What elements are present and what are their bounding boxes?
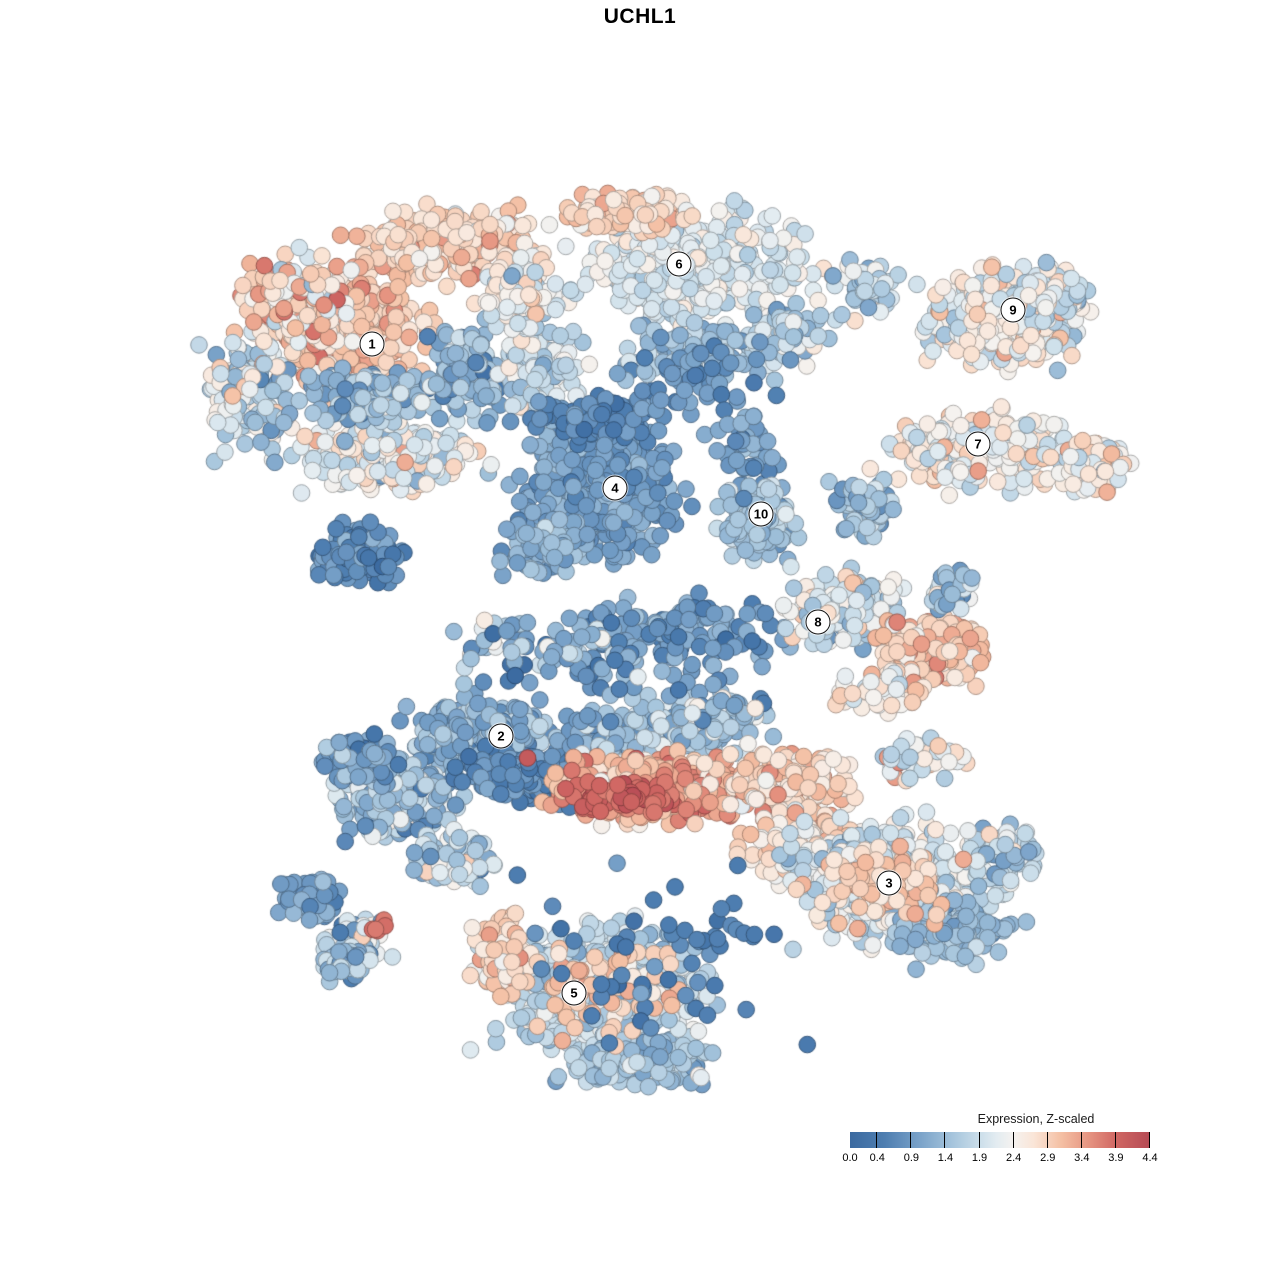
colorbar-tick-label: 0.0 xyxy=(842,1152,858,1164)
cluster-label-badge: 4 xyxy=(602,475,628,501)
cluster-label-badge: 2 xyxy=(488,723,514,749)
colorbar-tick-label: 3.9 xyxy=(1108,1152,1124,1164)
colorbar-tick xyxy=(1149,1132,1150,1148)
colorbar xyxy=(850,1132,1150,1148)
cluster-label-badge: 5 xyxy=(561,980,587,1006)
cluster-label-badge: 10 xyxy=(748,501,774,527)
colorbar-tick xyxy=(1012,1132,1014,1148)
colorbar-tick-label: 0.4 xyxy=(869,1152,885,1164)
colorbar-tick-label: 1.9 xyxy=(971,1152,988,1164)
colorbar-tick-label: 4.4 xyxy=(1142,1152,1158,1164)
colorbar-tick xyxy=(1114,1132,1116,1148)
colorbar-tick xyxy=(876,1132,878,1148)
cluster-label-badge: 1 xyxy=(359,331,385,357)
colorbar-tick xyxy=(910,1132,912,1148)
cluster-label-badge: 3 xyxy=(876,870,902,896)
colorbar-tick-label: 3.4 xyxy=(1074,1152,1090,1164)
cluster-label-badge: 7 xyxy=(965,431,991,457)
colorbar-tick xyxy=(1080,1132,1082,1148)
colorbar-tick-label: 0.9 xyxy=(903,1152,920,1164)
colorbar-tick-label: 2.9 xyxy=(1040,1152,1056,1164)
cluster-label-badge: 8 xyxy=(805,609,831,635)
colorbar-tick xyxy=(978,1132,980,1148)
colorbar-tick xyxy=(944,1132,946,1148)
legend-title: Expression, Z-scaled xyxy=(977,1112,1095,1126)
cluster-label-badge: 9 xyxy=(1000,297,1026,323)
cluster-label-badge: 6 xyxy=(666,251,692,277)
colorbar-tick-label: 1.4 xyxy=(937,1152,954,1164)
colorbar-tick xyxy=(1046,1132,1048,1148)
plot-title: UCHL1 xyxy=(603,5,677,28)
colorbar-tick-label: 2.4 xyxy=(1005,1152,1022,1164)
